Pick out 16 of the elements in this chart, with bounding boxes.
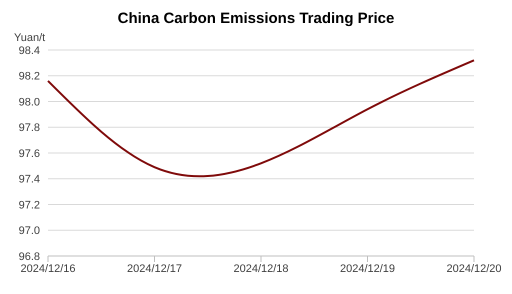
y-tick-label: 97.2	[18, 199, 40, 212]
y-tick-label: 97.4	[18, 174, 40, 186]
y-axis-title: Yuan/t	[14, 32, 46, 44]
y-tick-label: 98.4	[18, 44, 40, 57]
y-tick-label: 97.8	[18, 122, 40, 134]
y-tick-label: 98.2	[18, 70, 40, 83]
y-tick-label: 97.6	[18, 148, 40, 160]
chart-title: China Carbon Emissions Trading Price	[116, 9, 396, 29]
x-tick-label: 2024/12/18	[233, 262, 289, 275]
y-tick-label: 98.0	[18, 96, 40, 108]
x-tick-label: 2024/12/16	[20, 262, 76, 275]
x-tick-label: 2024/12/20	[446, 262, 502, 275]
x-tick-label: 2024/12/19	[340, 262, 396, 275]
y-tick-label: 96.8	[18, 250, 40, 263]
y-tick-label: 97.0	[18, 225, 40, 238]
x-tick-label: 2024/12/17	[126, 262, 182, 275]
